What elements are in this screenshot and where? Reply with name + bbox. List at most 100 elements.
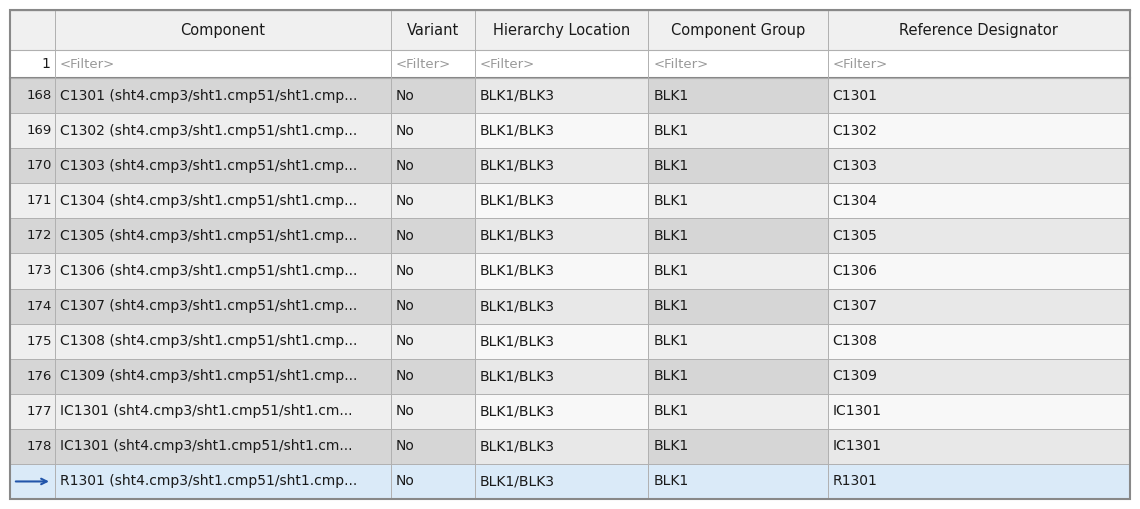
Text: BLK1: BLK1 — [653, 369, 689, 383]
Text: IC1301: IC1301 — [832, 439, 881, 454]
Bar — [474, 289, 649, 324]
Text: R1301: R1301 — [832, 474, 878, 489]
Bar — [391, 113, 474, 148]
Bar — [391, 429, 474, 464]
Text: IC1301: IC1301 — [832, 404, 881, 418]
Text: No: No — [396, 124, 415, 137]
Text: IC1301 (sht4.cmp3/sht1.cmp51/sht1.cm...: IC1301 (sht4.cmp3/sht1.cmp51/sht1.cm... — [59, 404, 352, 418]
Text: BLK1: BLK1 — [653, 194, 689, 208]
Bar — [474, 148, 649, 183]
Bar — [649, 359, 828, 394]
Text: C1306: C1306 — [832, 264, 878, 278]
Bar — [474, 10, 649, 50]
Bar — [474, 429, 649, 464]
Bar — [391, 253, 474, 289]
Bar — [828, 50, 1130, 78]
Bar — [828, 394, 1130, 429]
Bar — [828, 429, 1130, 464]
Text: BLK1/BLK3: BLK1/BLK3 — [480, 229, 555, 243]
Bar — [10, 359, 55, 394]
Bar — [649, 253, 828, 289]
Text: No: No — [396, 194, 415, 208]
Text: No: No — [396, 229, 415, 243]
Text: BLK1: BLK1 — [653, 124, 689, 137]
Text: 175: 175 — [26, 334, 51, 348]
Bar — [649, 78, 828, 113]
Text: 174: 174 — [26, 299, 51, 313]
Bar — [474, 183, 649, 218]
Text: BLK1: BLK1 — [653, 229, 689, 243]
Text: C1308 (sht4.cmp3/sht1.cmp51/sht1.cmp...: C1308 (sht4.cmp3/sht1.cmp51/sht1.cmp... — [59, 334, 357, 348]
Bar — [474, 359, 649, 394]
Text: <Filter>: <Filter> — [396, 58, 451, 71]
Bar — [391, 10, 474, 50]
Bar — [10, 324, 55, 359]
Text: Component Group: Component Group — [670, 22, 805, 38]
Bar — [649, 148, 828, 183]
Text: Variant: Variant — [407, 22, 459, 38]
Text: C1309 (sht4.cmp3/sht1.cmp51/sht1.cmp...: C1309 (sht4.cmp3/sht1.cmp51/sht1.cmp... — [59, 369, 357, 383]
Bar — [10, 253, 55, 289]
Text: BLK1: BLK1 — [653, 404, 689, 418]
Text: No: No — [396, 159, 415, 173]
Bar — [828, 289, 1130, 324]
Bar — [10, 394, 55, 429]
Text: C1308: C1308 — [832, 334, 878, 348]
Text: C1305 (sht4.cmp3/sht1.cmp51/sht1.cmp...: C1305 (sht4.cmp3/sht1.cmp51/sht1.cmp... — [59, 229, 357, 243]
Bar — [55, 394, 391, 429]
Bar — [649, 324, 828, 359]
Text: No: No — [396, 369, 415, 383]
Bar — [828, 253, 1130, 289]
Bar — [649, 183, 828, 218]
Bar — [649, 10, 828, 50]
Text: No: No — [396, 299, 415, 313]
Text: C1301: C1301 — [832, 89, 878, 102]
Text: BLK1/BLK3: BLK1/BLK3 — [480, 474, 555, 489]
Text: C1302 (sht4.cmp3/sht1.cmp51/sht1.cmp...: C1302 (sht4.cmp3/sht1.cmp51/sht1.cmp... — [59, 124, 357, 137]
Bar — [391, 394, 474, 429]
Text: 173: 173 — [26, 265, 51, 277]
Bar — [828, 464, 1130, 499]
Text: 170: 170 — [26, 159, 51, 172]
Text: BLK1/BLK3: BLK1/BLK3 — [480, 404, 555, 418]
Bar — [55, 359, 391, 394]
Bar — [828, 183, 1130, 218]
Bar — [10, 113, 55, 148]
Text: BLK1: BLK1 — [653, 89, 689, 102]
Text: BLK1/BLK3: BLK1/BLK3 — [480, 194, 555, 208]
Text: No: No — [396, 404, 415, 418]
Text: C1309: C1309 — [832, 369, 878, 383]
Text: <Filter>: <Filter> — [653, 58, 709, 71]
Bar — [474, 253, 649, 289]
Bar — [10, 289, 55, 324]
Text: BLK1/BLK3: BLK1/BLK3 — [480, 439, 555, 454]
Bar — [10, 78, 55, 113]
Bar — [828, 78, 1130, 113]
Bar — [828, 10, 1130, 50]
Text: 176: 176 — [26, 370, 51, 383]
Bar — [649, 113, 828, 148]
Bar — [391, 78, 474, 113]
Text: 169: 169 — [26, 124, 51, 137]
Bar — [649, 429, 828, 464]
Bar — [10, 50, 55, 78]
Text: C1307: C1307 — [832, 299, 878, 313]
Text: No: No — [396, 264, 415, 278]
Bar — [474, 394, 649, 429]
Text: C1304 (sht4.cmp3/sht1.cmp51/sht1.cmp...: C1304 (sht4.cmp3/sht1.cmp51/sht1.cmp... — [59, 194, 357, 208]
Bar — [10, 429, 55, 464]
Bar — [649, 464, 828, 499]
Text: BLK1/BLK3: BLK1/BLK3 — [480, 334, 555, 348]
Bar — [55, 324, 391, 359]
Bar — [474, 464, 649, 499]
Text: 1: 1 — [42, 57, 51, 71]
Bar — [391, 50, 474, 78]
Bar — [10, 10, 55, 50]
Text: C1303 (sht4.cmp3/sht1.cmp51/sht1.cmp...: C1303 (sht4.cmp3/sht1.cmp51/sht1.cmp... — [59, 159, 357, 173]
Bar — [649, 394, 828, 429]
Text: 172: 172 — [26, 230, 51, 242]
Bar — [55, 78, 391, 113]
Bar — [55, 218, 391, 253]
Text: 171: 171 — [26, 194, 51, 207]
Bar — [55, 253, 391, 289]
